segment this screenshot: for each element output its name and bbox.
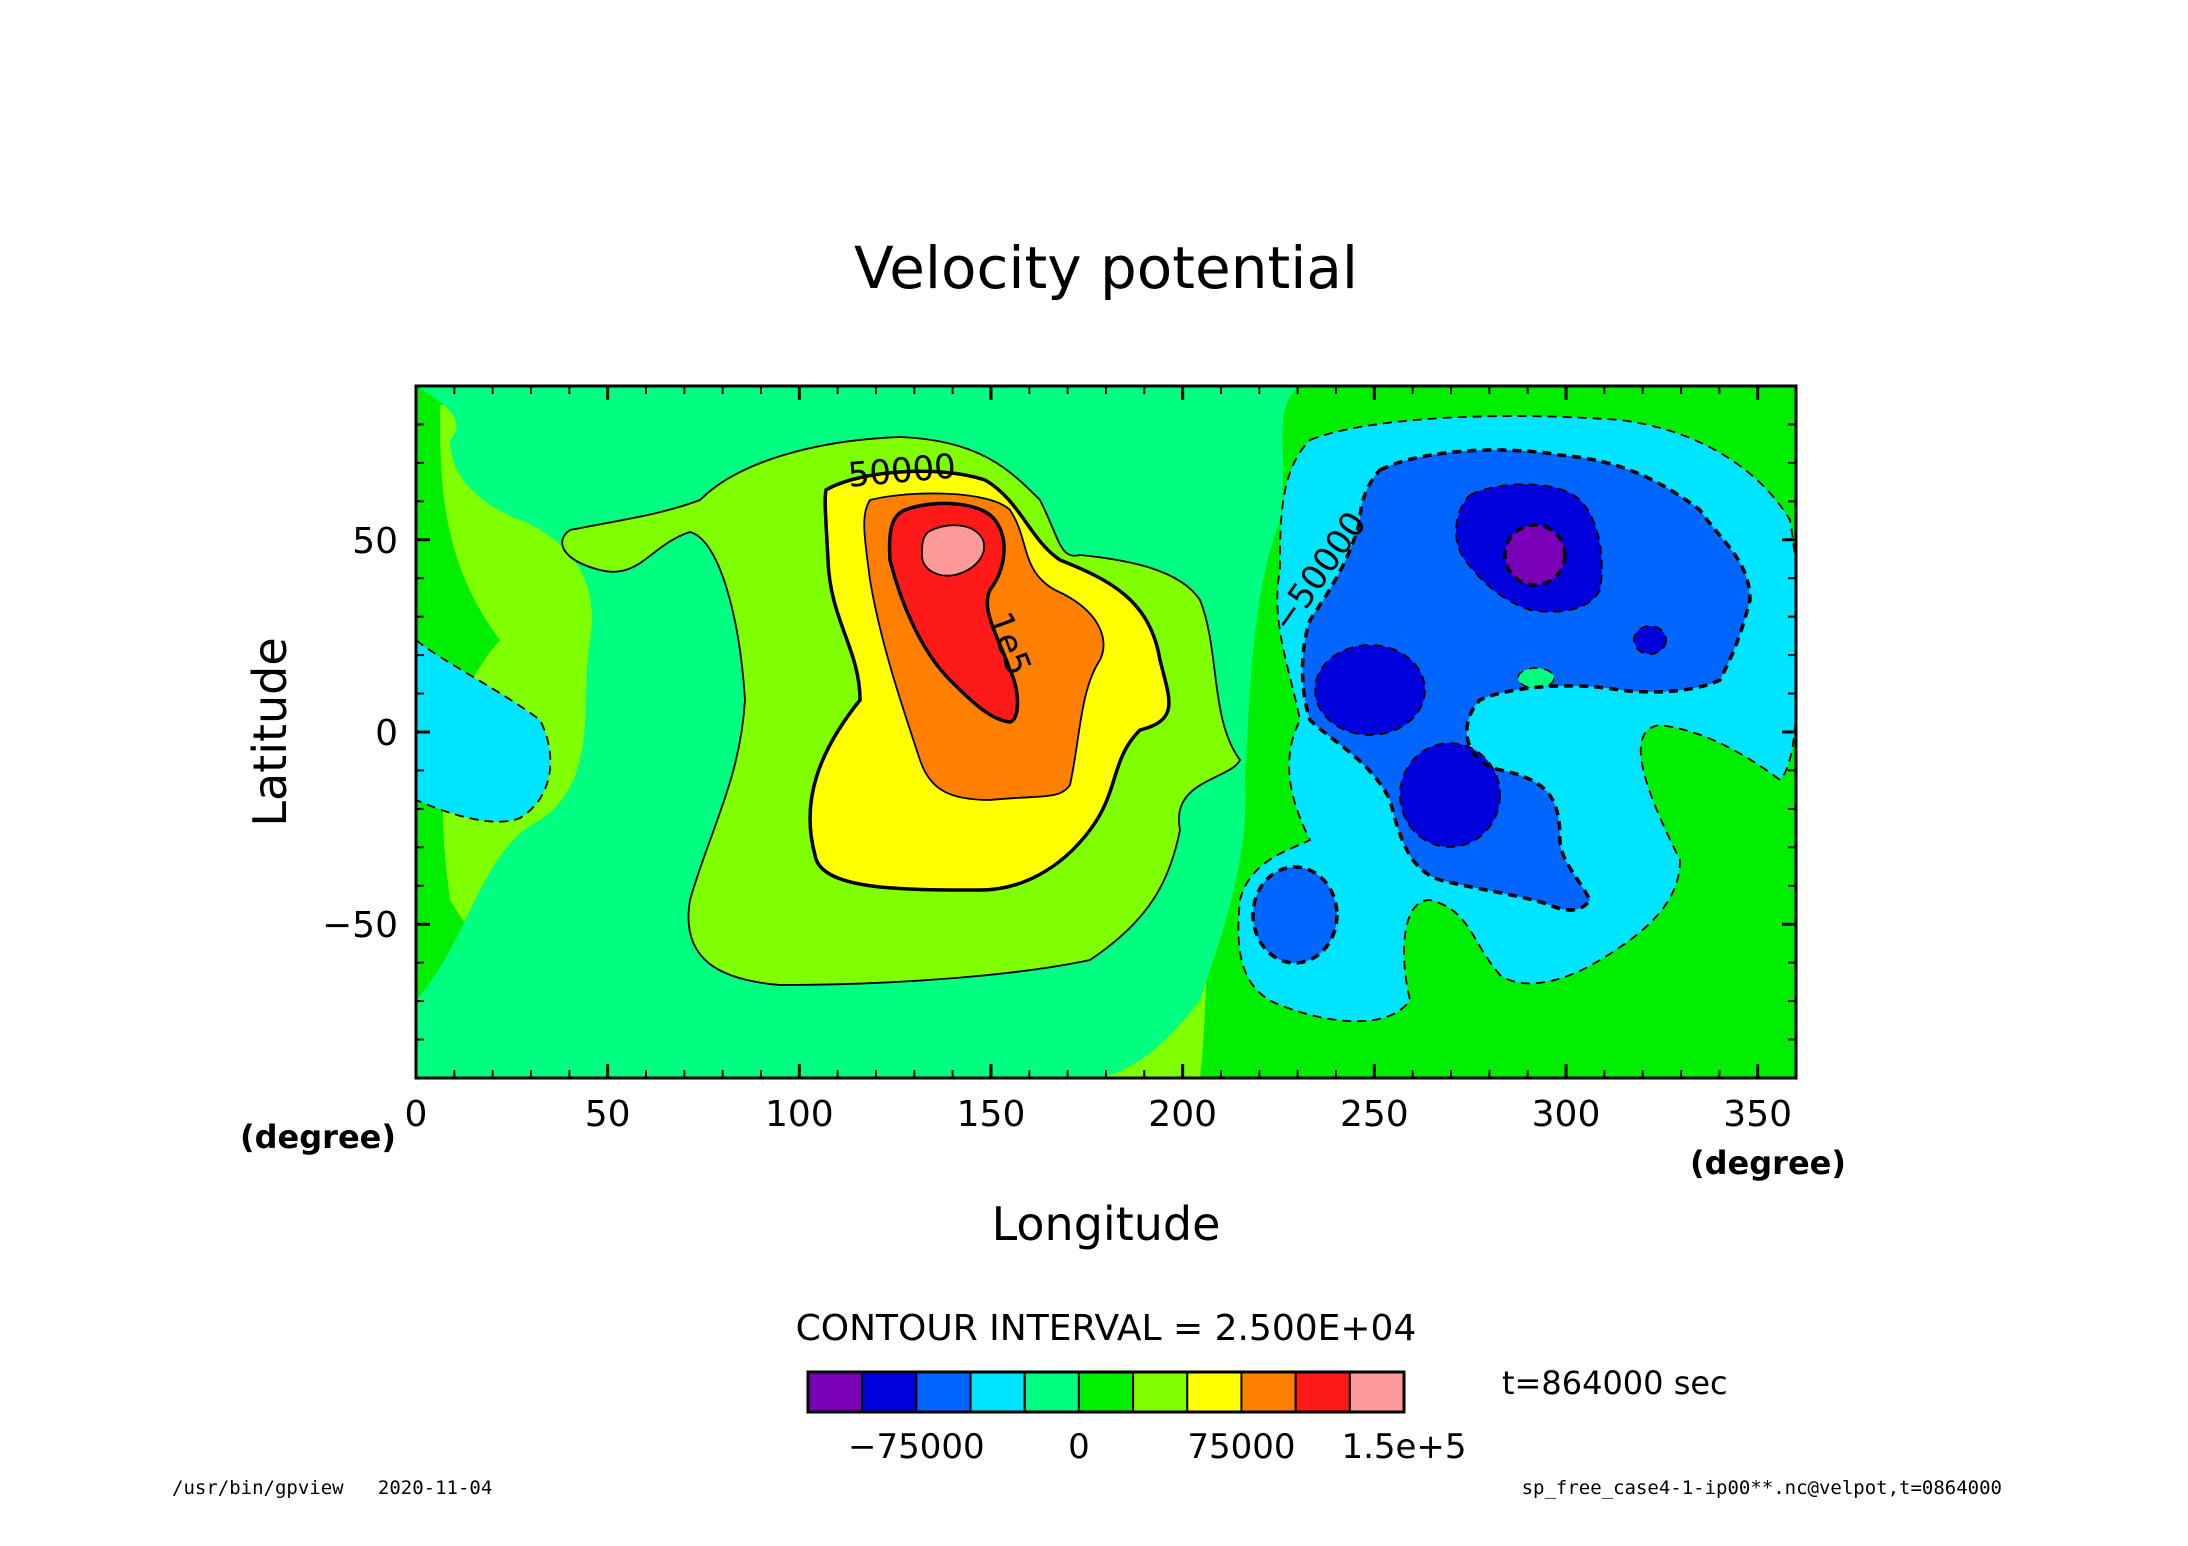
colorbar-swatch xyxy=(915,1371,972,1413)
x-axis-label: Longitude xyxy=(992,1197,1221,1251)
colorbar-swatch xyxy=(1023,1371,1080,1413)
contour-field xyxy=(416,386,1796,1078)
blob-m75000-west xyxy=(1315,645,1425,735)
x-tick-label: 200 xyxy=(1148,1094,1217,1135)
footer-left: /usr/bin/gpview 2020-11-04 xyxy=(172,1477,492,1499)
x-tick-label: 0 xyxy=(405,1094,428,1135)
contour-label: 50000 xyxy=(846,447,957,496)
x-tick-label: 300 xyxy=(1532,1094,1601,1135)
x-unit-right: (degree) xyxy=(1690,1144,1846,1182)
blob-m75000-east xyxy=(1634,626,1666,654)
x-tick-label: 150 xyxy=(957,1094,1026,1135)
blob-m75000-south xyxy=(1400,743,1500,847)
axes: 0 50 100 150 200 250 300 350 −50 0 50 xyxy=(322,386,1797,1135)
colorbar-tick-label: 75000 xyxy=(1187,1427,1295,1467)
y-tick-label: −50 xyxy=(322,905,398,946)
island-positive xyxy=(1518,668,1554,688)
colorbar-swatch xyxy=(1077,1371,1135,1413)
x-unit-left: (degree) xyxy=(240,1118,396,1156)
chart-title: Velocity potential xyxy=(854,234,1358,302)
footer-right: sp_free_case4-1-ip00**.nc@velpot,t=08640… xyxy=(1522,1477,2002,1499)
x-tick-label: 350 xyxy=(1723,1094,1792,1135)
colorbar-swatch xyxy=(1132,1371,1189,1413)
time-label: t=864000 sec xyxy=(1502,1364,1728,1402)
y-tick-label: 50 xyxy=(352,521,398,562)
colorbar-swatch xyxy=(1348,1371,1406,1413)
x-tick-label: 250 xyxy=(1340,1094,1409,1135)
colorbar-tick-label: 0 xyxy=(1068,1427,1090,1467)
colorbar-frame xyxy=(806,1370,1406,1414)
colorbar: −75000 0 75000 1.5e+5 xyxy=(806,1370,1467,1467)
x-tick-label: 100 xyxy=(765,1094,834,1135)
band-125000-150000 xyxy=(922,525,985,576)
contour-interval-label: CONTOUR INTERVAL = 2.500E+04 xyxy=(796,1308,1417,1349)
y-tick-label: 0 xyxy=(375,713,398,754)
band-m25000-0-west xyxy=(416,640,551,822)
band-min-purple xyxy=(1505,525,1565,585)
blob-m50000-south xyxy=(1253,867,1337,963)
colorbar-tick-label: −75000 xyxy=(848,1427,985,1467)
colorbar-swatch xyxy=(861,1371,918,1413)
colorbar-swatch xyxy=(1240,1371,1297,1413)
colorbar-tick-label: 1.5e+5 xyxy=(1341,1427,1466,1467)
colorbar-swatch xyxy=(807,1371,864,1413)
colorbar-swatch xyxy=(1186,1371,1243,1413)
contour-lines-positive xyxy=(561,436,1242,986)
x-tick-label: 50 xyxy=(585,1094,631,1135)
y-axis-label: Latitude xyxy=(243,637,297,826)
colorbar-swatch xyxy=(969,1371,1026,1413)
contour-lines-negative xyxy=(416,415,1796,1023)
colorbar-swatch xyxy=(1294,1371,1351,1413)
